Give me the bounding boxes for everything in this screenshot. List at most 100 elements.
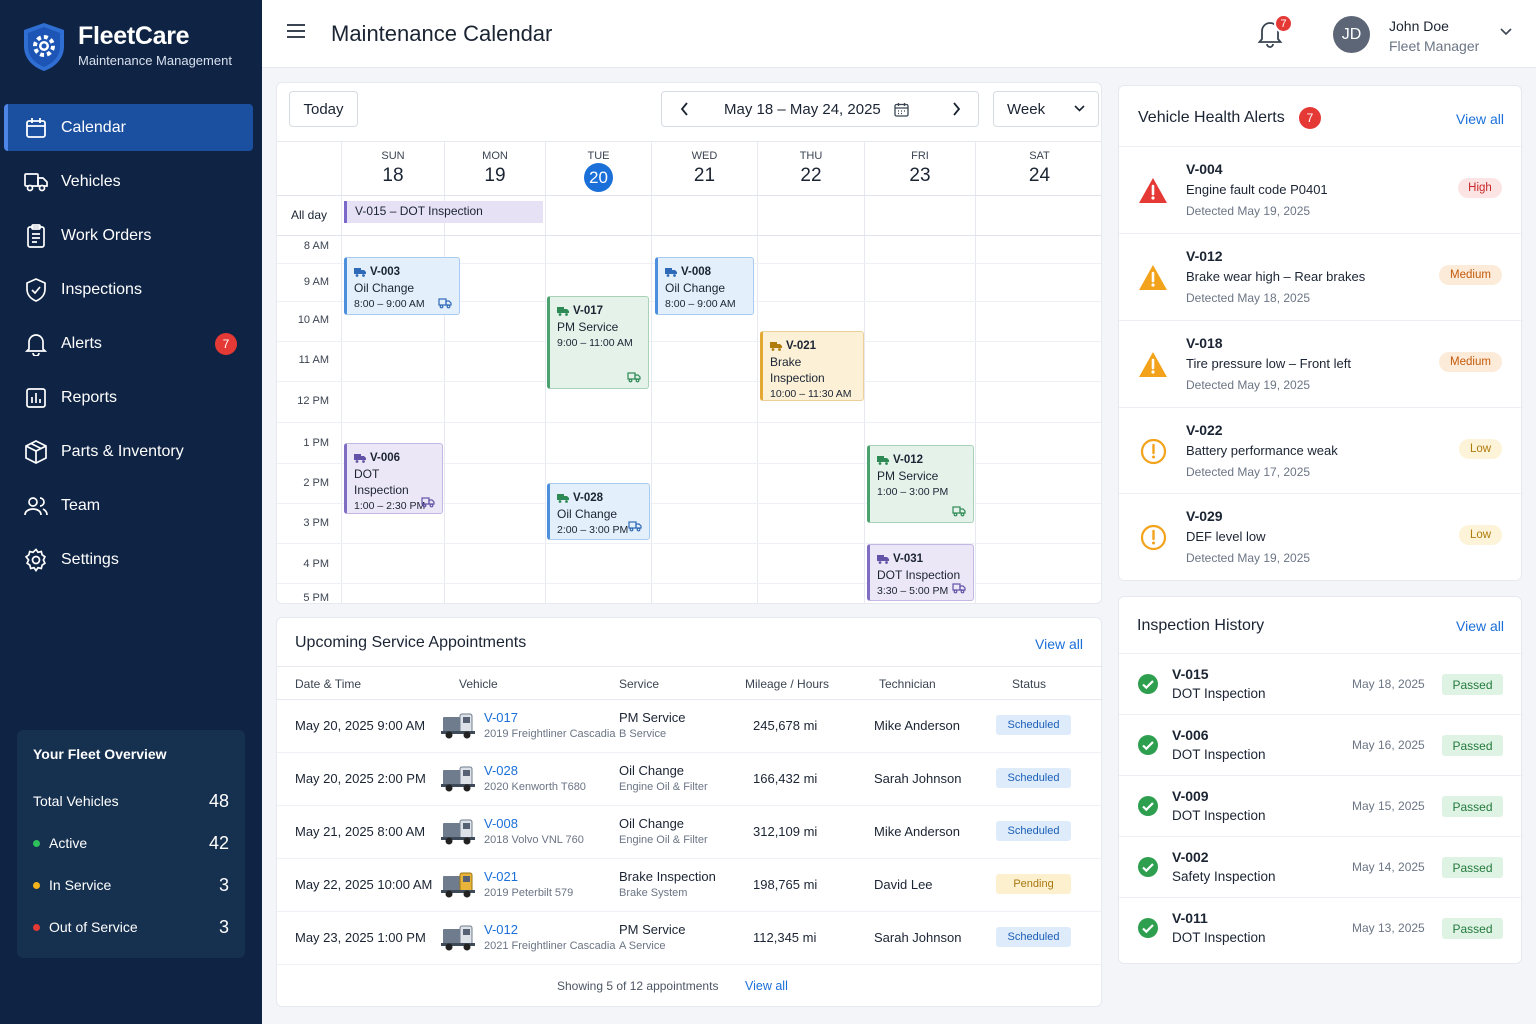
- alert-item[interactable]: V-018 Tire pressure low – Front left Det…: [1119, 320, 1523, 407]
- table-row[interactable]: May 22, 2025 10:00 AM V-021 2019 Peterbi…: [277, 859, 1103, 912]
- bar-chart-icon: [24, 386, 48, 410]
- calendar-event-v003[interactable]: V-003 Oil Change 8:00 – 9:00 AM: [344, 257, 460, 315]
- severity-badge: Low: [1459, 525, 1502, 545]
- inspection-item[interactable]: V-011 DOT Inspection May 13, 2025 Passed: [1119, 897, 1523, 958]
- today-button[interactable]: Today: [289, 91, 358, 127]
- calendar-event-v008[interactable]: V-008 Oil Change 8:00 – 9:00 AM: [655, 257, 754, 315]
- calendar-event-v031[interactable]: V-031 DOT Inspection 3:30 – 5:00 PM: [867, 544, 974, 601]
- check-circle-icon: [1137, 734, 1159, 756]
- brand[interactable]: FleetCare Maintenance Management: [22, 22, 232, 72]
- table-row[interactable]: May 20, 2025 9:00 AM V-017 2019 Freightl…: [277, 700, 1103, 753]
- inspection-item[interactable]: V-015 DOT Inspection May 18, 2025 Passed: [1119, 653, 1523, 714]
- alert-item[interactable]: V-012 Brake wear high – Rear brakes Dete…: [1119, 233, 1523, 320]
- table-row[interactable]: May 20, 2025 2:00 PM V-028 2020 Kenworth…: [277, 753, 1103, 806]
- all-day-event[interactable]: V-015 – DOT Inspection: [344, 201, 543, 223]
- table-row[interactable]: May 23, 2025 1:00 PM V-012 2021 Freightl…: [277, 912, 1103, 965]
- inspection-history-title: Inspection History: [1137, 617, 1265, 634]
- appointments-card: Upcoming Service Appointments View all D…: [276, 617, 1103, 1007]
- sidebar-item-label: Vehicles: [61, 172, 121, 190]
- warning-triangle-icon: [1138, 264, 1168, 291]
- column-header[interactable]: Status: [1012, 677, 1047, 691]
- inspection-history-card: Inspection History View all V-015 DOT In…: [1118, 596, 1523, 964]
- user-name[interactable]: John Doe: [1389, 18, 1449, 34]
- fleet-active-row: Active 42: [33, 822, 229, 864]
- alert-item[interactable]: V-004 Engine fault code P0401 Detected M…: [1119, 146, 1523, 233]
- fleet-total-label: Total Vehicles: [33, 793, 119, 809]
- notification-badge: 7: [1274, 14, 1293, 33]
- sidebar-item-label: Settings: [61, 550, 119, 568]
- truck-outline-icon: [421, 497, 435, 508]
- day-header-mon[interactable]: MON 19: [444, 142, 545, 195]
- chevron-right-icon[interactable]: [952, 102, 961, 116]
- sidebar-item-work-orders[interactable]: Work Orders: [4, 212, 253, 259]
- users-icon: [24, 494, 48, 518]
- day-header-sun[interactable]: SUN 18: [341, 142, 444, 195]
- sidebar-item-team[interactable]: Team: [4, 482, 253, 529]
- column-header[interactable]: Technician: [879, 677, 936, 691]
- table-row[interactable]: May 21, 2025 8:00 AM V-008 2018 Volvo VN…: [277, 806, 1103, 859]
- day-header-thu[interactable]: THU 22: [757, 142, 864, 195]
- bell-icon: [24, 332, 48, 356]
- calendar-event-v028[interactable]: V-028 Oil Change 2:00 – 3:00 PM: [547, 483, 650, 540]
- shield-check-icon: [24, 277, 48, 302]
- menu-icon[interactable]: [286, 23, 306, 39]
- appointments-view-all-link[interactable]: View all: [1035, 636, 1083, 652]
- fleet-overview-title: Your Fleet Overview: [33, 746, 167, 762]
- chevron-left-icon[interactable]: [680, 102, 689, 116]
- time-label: 9 AM: [303, 276, 329, 288]
- date-range-selector: May 18 – May 24, 2025: [661, 91, 979, 127]
- status-badge: Scheduled: [996, 768, 1071, 788]
- sidebar-item-calendar[interactable]: Calendar: [4, 104, 253, 151]
- inspection-item[interactable]: V-006 DOT Inspection May 16, 2025 Passed: [1119, 714, 1523, 775]
- calendar-event-v021[interactable]: V-021 Brake Inspection 10:00 – 11:30 AM: [760, 331, 864, 401]
- alert-item[interactable]: V-029 DEF level low Detected May 19, 202…: [1119, 493, 1523, 580]
- truck-icon: [354, 453, 366, 463]
- semi-truck-icon: [441, 818, 475, 846]
- time-label: 11 AM: [298, 354, 329, 366]
- today-date-marker: 20: [584, 163, 613, 192]
- time-label: 8 AM: [303, 240, 329, 252]
- week-grid: SUN 18 MON 19 TUE 20 WED 21 THU 22 FRI 23 SAT 2…: [277, 141, 1101, 603]
- column-header[interactable]: Vehicle: [459, 677, 498, 691]
- truck-icon: [557, 493, 569, 503]
- column-header[interactable]: Date & Time: [295, 677, 362, 691]
- truck-icon: [665, 267, 677, 277]
- sidebar-item-inspections[interactable]: Inspections: [4, 266, 253, 313]
- alert-item[interactable]: V-022 Battery performance weak Detected …: [1119, 407, 1523, 494]
- appointments-footer-view-all-link[interactable]: View all: [745, 979, 788, 993]
- inspection-item[interactable]: V-009 DOT Inspection May 15, 2025 Passed: [1119, 775, 1523, 836]
- sidebar-item-settings[interactable]: Settings: [4, 536, 253, 583]
- truck-icon: [877, 554, 889, 564]
- sidebar-item-vehicles[interactable]: Vehicles: [4, 158, 253, 205]
- view-select[interactable]: Week: [993, 91, 1099, 127]
- notification-bell-icon[interactable]: [1257, 18, 1287, 50]
- sidebar-item-reports[interactable]: Reports: [4, 374, 253, 421]
- day-header-tue[interactable]: TUE 20: [545, 142, 651, 195]
- inspection-item[interactable]: V-002 Safety Inspection May 14, 2025 Pas…: [1119, 836, 1523, 897]
- day-header-fri[interactable]: FRI 23: [864, 142, 975, 195]
- view-select-value: Week: [1007, 101, 1046, 118]
- day-header-wed[interactable]: WED 21: [651, 142, 757, 195]
- sidebar-item-alerts[interactable]: Alerts 7: [4, 320, 253, 367]
- date-range-label[interactable]: May 18 – May 24, 2025: [724, 101, 881, 118]
- avatar[interactable]: JD: [1333, 16, 1370, 53]
- calendar-event-v017[interactable]: V-017 PM Service 9:00 – 11:00 AM: [547, 296, 649, 389]
- vehicle-health-alerts-card: Vehicle Health Alerts 7 View all V-004 E…: [1118, 85, 1523, 581]
- fleet-out-of-service-label: Out of Service: [49, 919, 138, 935]
- sidebar-nav: Calendar Vehicles Work Orders Inspection…: [4, 104, 253, 590]
- day-header-sat[interactable]: SAT 24: [975, 142, 1101, 195]
- calendar-event-v012[interactable]: V-012 PM Service 1:00 – 3:00 PM: [867, 445, 974, 523]
- calendar-small-icon[interactable]: [894, 102, 909, 117]
- alerts-view-all-link[interactable]: View all: [1456, 111, 1504, 127]
- gear-icon: [24, 547, 48, 572]
- calendar-event-v006[interactable]: V-006 DOT Inspection 1:00 – 2:30 PM: [344, 443, 443, 514]
- alert-circle-icon: [1140, 438, 1167, 465]
- inspections-view-all-link[interactable]: View all: [1456, 618, 1504, 634]
- sidebar-item-parts-inventory[interactable]: Parts & Inventory: [4, 428, 253, 475]
- chevron-down-icon[interactable]: [1500, 28, 1512, 36]
- column-header[interactable]: Service: [619, 677, 660, 691]
- column-header[interactable]: Mileage / Hours: [745, 677, 830, 691]
- warning-triangle-icon: [1138, 177, 1168, 204]
- semi-truck-icon: [441, 712, 475, 740]
- semi-truck-icon: [441, 765, 475, 793]
